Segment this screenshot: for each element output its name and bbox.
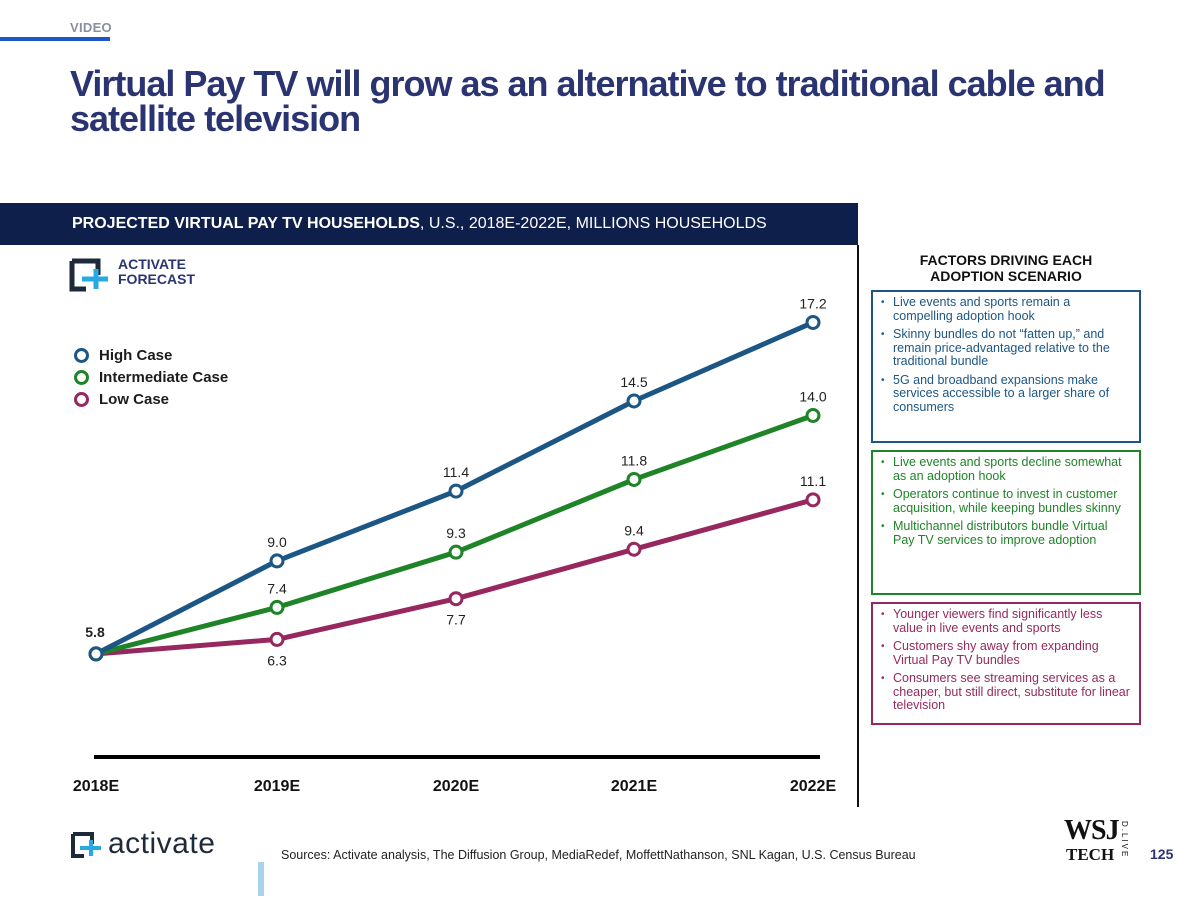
point-mid-2022E [805,407,821,423]
data-label-high-2021E: 14.5 [620,374,647,390]
factor-mid-2: Operators continue to invest in customer… [881,487,1131,515]
section-label: VIDEO [70,20,112,35]
x-tick-label-2021E: 2021E [611,778,658,795]
page-number: 125 [1150,846,1174,862]
point-low-2020E [448,591,464,607]
legend-item-intermediate: Intermediate Case [74,366,228,388]
legend-label-intermediate: Intermediate Case [99,368,229,386]
legend-marker-intermediate [74,369,89,385]
chart-header-bold: PROJECTED VIRTUAL PAY TV HOUSEHOLDS [72,215,420,232]
wsj-logo-line-2: TECH [1066,845,1115,864]
x-tick-label-2019E: 2019E [254,778,301,795]
factor-high-1: Live events and sports remain a compelli… [881,295,1131,323]
page-title: Virtual Pay TV will grow as an alternati… [70,63,1106,139]
legend-label-high: High Case [99,346,173,364]
data-label-mid-2022E: 14.0 [799,388,826,404]
legend-marker-low [74,391,89,407]
legend-item-low: Low Case [74,388,228,410]
chart-divider [857,245,859,807]
factors-title-line-1: FACTORS DRIVING EACH [919,252,1093,268]
factor-mid-3: Multichannel distributors bundle Virtual… [881,519,1131,547]
point-high-2018E [88,646,104,662]
wsj-tech-logo: WSJ TECH D.LIVE [1064,815,1134,865]
line-chart: 2018E 2019E 2020E 2021E 2022E 5.8 9.0 11.4 14.5 1… [73,295,837,795]
legend-label-low: Low Case [99,390,170,408]
data-label-low-2021E: 9.4 [624,522,644,538]
badge-line-2: FORECAST [118,271,195,287]
data-label-low-2020E: 7.7 [446,612,466,628]
footer-accent [258,862,264,896]
factors-box-intermediate: Live events and sports decline somewhat … [871,450,1141,595]
factor-high-2: Skinny bundles do not “fatten up,” and r… [881,327,1131,369]
x-tick-label-2022E: 2022E [790,778,837,795]
point-low-2019E [269,631,285,647]
factor-mid-1: Live events and sports decline somewhat … [881,455,1131,483]
point-low-2021E [626,541,642,557]
factor-low-2: Customers shy away from expanding Virtua… [881,639,1131,667]
factor-low-3: Consumers see streaming services as a ch… [881,671,1131,713]
point-high-2022E [805,314,821,330]
legend-item-high: High Case [74,344,228,366]
factors-title: FACTORS DRIVING EACH ADOPTION SCENARIO [870,252,1142,284]
activate-forecast-icon [69,258,108,292]
data-label-low-2022E: 11.1 [800,473,826,489]
data-label-low-2019E: 6.3 [267,652,287,668]
data-label-mid-2019E: 7.4 [267,580,287,596]
factors-box-high: Live events and sports remain a compelli… [871,290,1141,443]
data-label-high-2018E: 5.8 [85,624,105,640]
point-low-2022E [805,492,821,508]
point-high-2020E [448,483,464,499]
badge-line-1: ACTIVATE [118,256,186,272]
section-rule [0,37,110,41]
activate-logo: activate [70,827,215,865]
chart-legend: High Case Intermediate Case Low Case [74,344,228,410]
chart-header-rest: , U.S., 2018E-2022E, MILLIONS HOUSEHOLDS [419,215,767,232]
point-high-2021E [626,393,642,409]
activate-forecast-badge: ACTIVATE FORECAST [68,255,198,295]
data-label-high-2019E: 9.0 [267,534,287,550]
point-mid-2021E [626,471,642,487]
x-tick-label-2020E: 2020E [433,778,480,795]
data-label-high-2020E: 11.4 [443,464,469,480]
wsj-logo-live: D.LIVE [1120,821,1129,859]
wsj-logo-line-1: WSJ [1064,815,1120,846]
point-mid-2019E [269,599,285,615]
point-high-2019E [269,553,285,569]
legend-marker-high [74,347,89,363]
activate-logo-icon [71,832,101,858]
sources-note: Sources: Activate analysis, The Diffusio… [281,848,916,862]
data-label-high-2022E: 17.2 [799,295,826,311]
factor-low-1: Younger viewers find significantly less … [881,607,1131,635]
x-tick-label-2018E: 2018E [73,778,120,795]
point-mid-2020E [448,544,464,560]
series-line-low [95,497,814,657]
chart-header: PROJECTED VIRTUAL PAY TV HOUSEHOLDS, U.S… [0,203,858,245]
factors-title-line-2: ADOPTION SCENARIO [930,268,1082,284]
data-label-mid-2021E: 11.8 [621,452,647,468]
data-label-mid-2020E: 9.3 [446,525,466,541]
factor-high-3: 5G and broadband expansions make service… [881,373,1131,415]
activate-logo-text: activate [108,827,216,860]
factors-box-low: Younger viewers find significantly less … [871,602,1141,725]
